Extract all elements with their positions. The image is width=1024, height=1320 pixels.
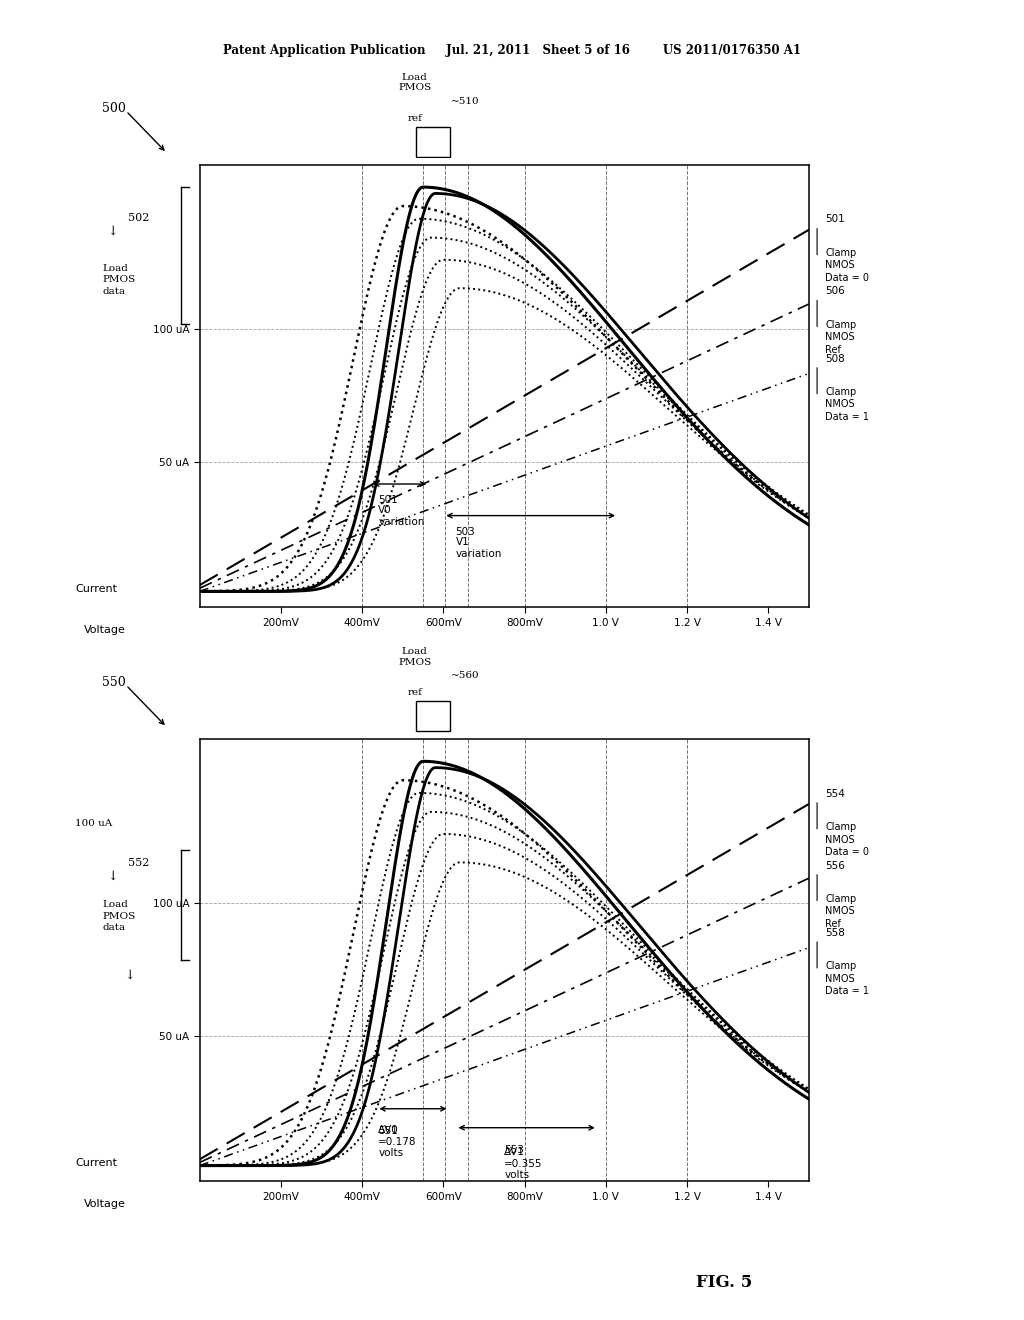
Text: ~560: ~560 [451, 672, 479, 680]
Text: 558: 558 [825, 928, 845, 937]
Text: Current: Current [76, 583, 118, 594]
Text: Load
PMOS
data: Load PMOS data [102, 900, 135, 932]
Text: 100 uA: 100 uA [76, 818, 113, 828]
Text: 551: 551 [379, 1126, 398, 1137]
Text: 502: 502 [128, 213, 150, 223]
Text: Load
PMOS: Load PMOS [398, 647, 431, 667]
Text: Clamp
NMOS
Data = 1: Clamp NMOS Data = 1 [825, 961, 869, 997]
Text: FIG. 5: FIG. 5 [696, 1274, 753, 1291]
Text: 556: 556 [825, 861, 845, 871]
Text: 508: 508 [825, 354, 845, 363]
Text: 501: 501 [379, 495, 398, 506]
Text: Voltage: Voltage [84, 624, 126, 635]
Text: 554: 554 [825, 788, 845, 799]
Text: Clamp
NMOS
Data = 0: Clamp NMOS Data = 0 [825, 248, 869, 282]
Text: 500: 500 [102, 102, 126, 115]
Text: 503: 503 [456, 527, 475, 536]
Text: ΔV0
=0.178
volts: ΔV0 =0.178 volts [379, 1125, 417, 1158]
Text: Clamp
NMOS
Data = 1: Clamp NMOS Data = 1 [825, 387, 869, 422]
Text: ref: ref [408, 688, 422, 697]
Text: Load
PMOS
data: Load PMOS data [102, 264, 135, 296]
Text: Voltage: Voltage [84, 1199, 126, 1209]
Text: ↓: ↓ [125, 969, 135, 982]
Bar [416, 701, 450, 731]
Text: ref: ref [408, 114, 422, 123]
Bar [416, 127, 450, 157]
Text: Current: Current [76, 1158, 118, 1168]
Text: ~510: ~510 [451, 98, 479, 106]
Text: Clamp
NMOS
Ref: Clamp NMOS Ref [825, 894, 856, 929]
Text: ↓: ↓ [108, 870, 118, 883]
Text: Patent Application Publication     Jul. 21, 2011   Sheet 5 of 16        US 2011/: Patent Application Publication Jul. 21, … [223, 44, 801, 57]
Text: 501: 501 [825, 214, 845, 224]
Text: Clamp
NMOS
Ref: Clamp NMOS Ref [825, 319, 856, 355]
Text: 550: 550 [102, 676, 126, 689]
Text: V1
variation: V1 variation [456, 537, 502, 558]
Text: V0
variation: V0 variation [379, 506, 425, 527]
Text: 553: 553 [504, 1144, 524, 1155]
Text: Load
PMOS: Load PMOS [398, 73, 431, 92]
Text: 506: 506 [825, 286, 845, 297]
Text: ↓: ↓ [108, 224, 118, 238]
Text: Clamp
NMOS
Data = 0: Clamp NMOS Data = 0 [825, 822, 869, 857]
Text: 552: 552 [128, 858, 150, 869]
Text: ΔV1
=0.355
volts: ΔV1 =0.355 volts [504, 1147, 543, 1180]
